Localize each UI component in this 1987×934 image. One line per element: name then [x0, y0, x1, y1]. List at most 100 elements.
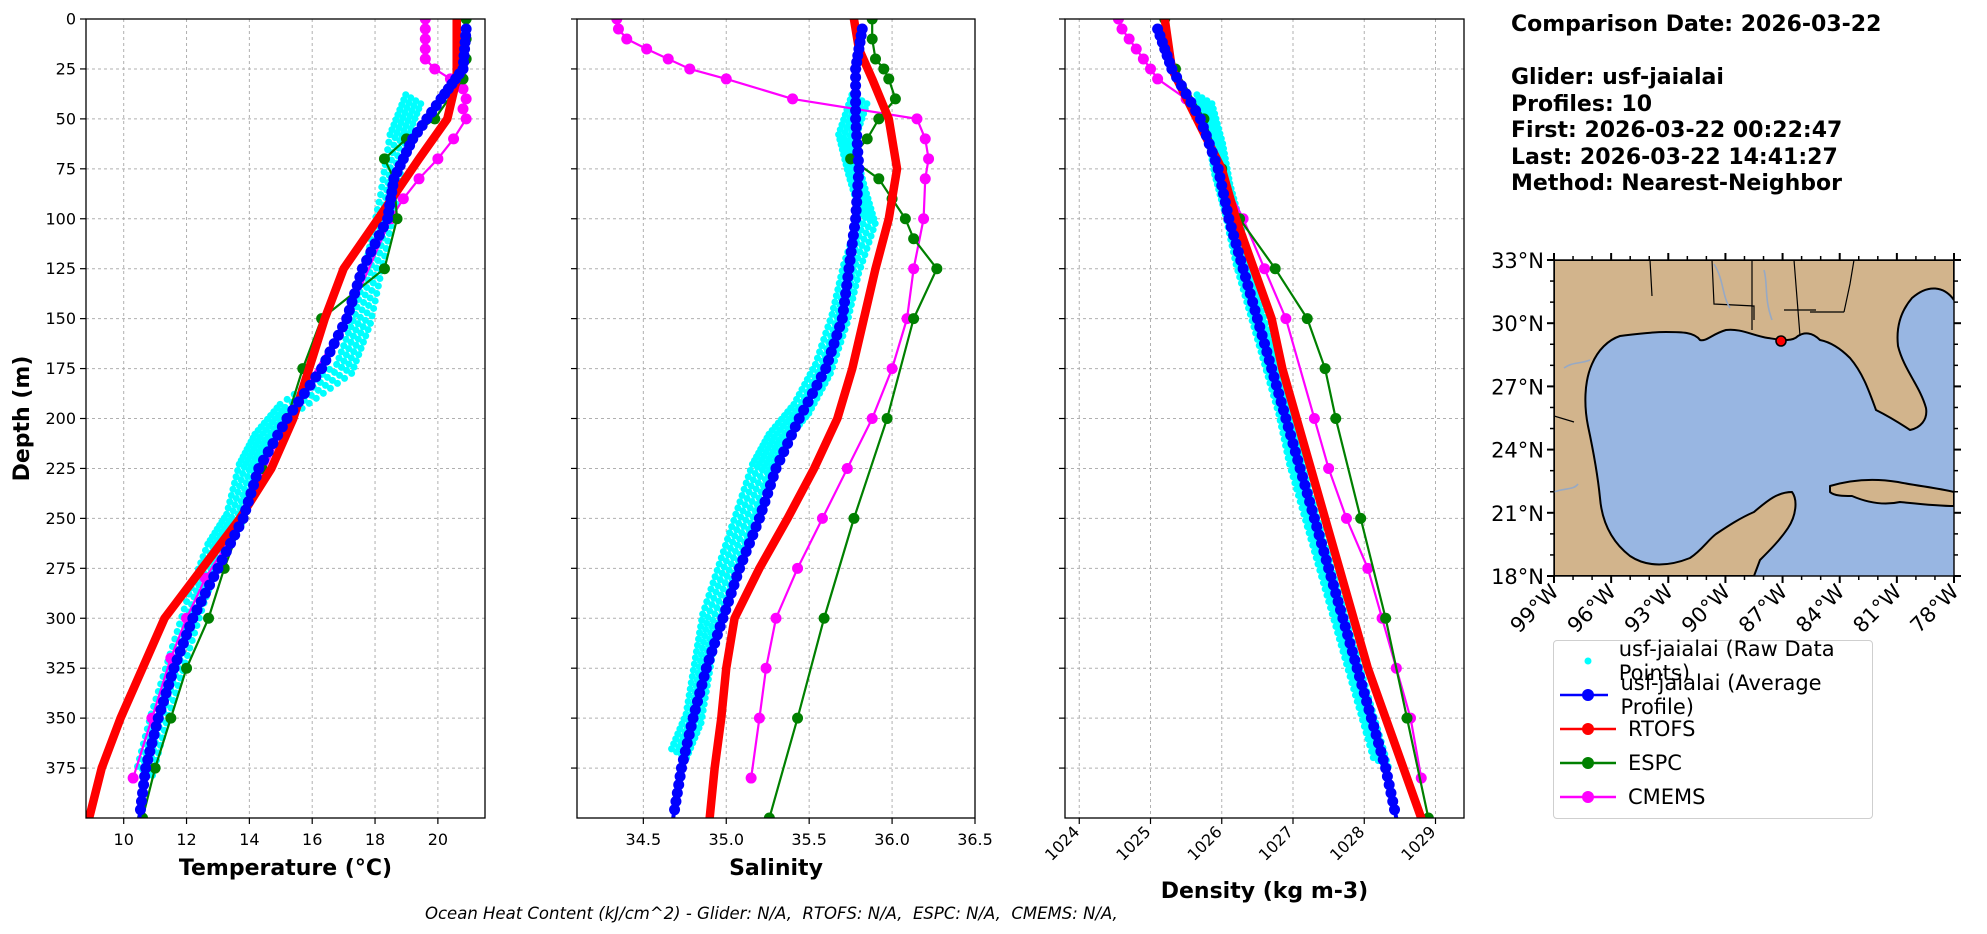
data-point-glider	[850, 204, 862, 216]
data-point-glider	[802, 396, 814, 408]
data-point-glider	[168, 662, 180, 674]
data-point-glider	[1385, 787, 1397, 799]
data-point-glider	[851, 188, 863, 200]
map-lat-label: 18°N	[1491, 565, 1544, 589]
legend: usf-jaialai (Raw Data Points) usf-jaiala…	[1553, 637, 1873, 819]
data-point-glider	[1380, 762, 1392, 774]
data-point-glider	[1280, 413, 1292, 424]
data-point-glider	[1354, 671, 1365, 683]
data-point-glider	[1335, 604, 1346, 616]
data-point-espc	[763, 812, 775, 818]
data-point-raw	[326, 384, 334, 392]
data-point-glider	[834, 321, 846, 333]
data-point-glider	[700, 662, 712, 674]
legend-label-raw: usf-jaialai (Raw Data Points)	[1618, 637, 1835, 685]
legend-label-espc: ESPC	[1628, 751, 1682, 775]
data-point-raw	[384, 237, 392, 245]
data-point-glider	[670, 795, 682, 807]
data-point-cmems	[457, 83, 469, 95]
last-time: Last: 2026-03-22 14:41:27	[1511, 144, 1838, 170]
data-point-espc	[848, 512, 860, 524]
data-point-glider	[711, 629, 723, 641]
data-point-espc	[1301, 313, 1313, 325]
data-point-raw	[362, 332, 370, 340]
data-point-glider	[1228, 229, 1240, 241]
data-point-cmems	[866, 413, 878, 424]
data-point-glider	[1166, 63, 1178, 75]
data-point-glider	[1383, 779, 1395, 791]
data-point-glider	[677, 754, 689, 766]
x-tick-label: 10	[114, 830, 134, 849]
data-point-glider	[1299, 479, 1311, 491]
data-point-espc	[866, 19, 878, 25]
data-point-glider	[137, 787, 149, 799]
data-point-glider	[208, 571, 220, 583]
data-point-espc	[931, 263, 943, 275]
data-point-espc	[866, 33, 878, 45]
data-point-glider	[1285, 429, 1297, 441]
data-point-glider	[714, 621, 726, 633]
data-point-espc	[181, 662, 193, 674]
data-point-glider	[679, 745, 691, 757]
data-point-glider	[343, 304, 355, 316]
data-point-glider	[669, 804, 681, 816]
map-lon-label: 84°W	[1791, 579, 1849, 637]
data-point-glider	[703, 654, 715, 666]
x-tick-label: 1029	[1397, 822, 1439, 864]
data-point-glider	[1389, 804, 1401, 816]
y-tick-label: 300	[45, 609, 76, 628]
map-lon-label: 96°W	[1563, 579, 1621, 637]
data-point-glider	[764, 479, 776, 491]
data-point-glider	[155, 704, 167, 716]
data-point-glider	[1349, 654, 1361, 666]
land-mass	[1554, 260, 1954, 576]
data-point-glider	[850, 71, 862, 83]
y-tick-label: 150	[45, 309, 76, 328]
data-point-glider	[825, 346, 837, 358]
data-point-espc	[1422, 812, 1434, 818]
x-tick-label: 34.5	[626, 830, 662, 849]
data-point-cmems	[720, 73, 732, 85]
data-point-glider	[1361, 695, 1373, 707]
data-point-glider	[696, 679, 708, 691]
data-point-glider	[728, 579, 740, 591]
data-point-espc	[873, 113, 885, 125]
y-tick-label: 200	[45, 409, 76, 428]
data-point-glider	[1381, 770, 1393, 782]
data-point-glider	[767, 471, 779, 483]
data-point-glider	[1289, 446, 1301, 458]
data-point-glider	[1237, 263, 1249, 275]
data-point-cmems	[745, 772, 757, 784]
data-point-glider	[717, 612, 729, 624]
data-point-espc	[870, 53, 881, 65]
data-point-glider	[136, 795, 148, 807]
data-point-cmems	[1308, 413, 1320, 424]
data-point-raw	[348, 369, 356, 377]
y-tick-label: 350	[45, 709, 76, 728]
data-point-espc	[378, 153, 390, 165]
data-point-glider	[694, 687, 706, 699]
data-point-glider	[262, 446, 274, 458]
data-point-glider	[267, 437, 279, 449]
data-point-glider	[756, 504, 768, 516]
data-point-cmems	[127, 772, 139, 784]
data-point-espc	[391, 213, 403, 225]
data-point-cmems	[816, 512, 828, 524]
y-axis-label: Depth (m)	[10, 356, 35, 482]
series-line-cmems	[1117, 19, 1423, 780]
data-point-raw	[867, 232, 875, 240]
data-point-glider	[1278, 404, 1289, 416]
data-point-glider	[293, 396, 305, 408]
data-point-cmems	[460, 93, 472, 105]
data-point-glider	[782, 437, 794, 449]
data-point-cmems	[419, 19, 431, 25]
data-point-raw	[849, 294, 857, 302]
data-point-glider	[1273, 388, 1285, 400]
data-point-cmems	[419, 53, 431, 65]
data-point-glider	[709, 637, 721, 649]
data-point-cmems	[419, 43, 431, 55]
data-point-glider	[245, 487, 257, 499]
x-tick-label: 14	[239, 830, 259, 849]
data-point-glider	[138, 779, 150, 791]
data-point-cmems	[432, 153, 444, 165]
